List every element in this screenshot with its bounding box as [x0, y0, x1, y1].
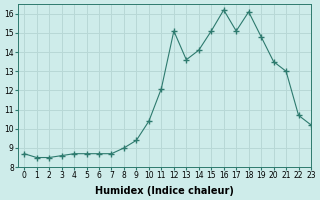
- X-axis label: Humidex (Indice chaleur): Humidex (Indice chaleur): [95, 186, 234, 196]
